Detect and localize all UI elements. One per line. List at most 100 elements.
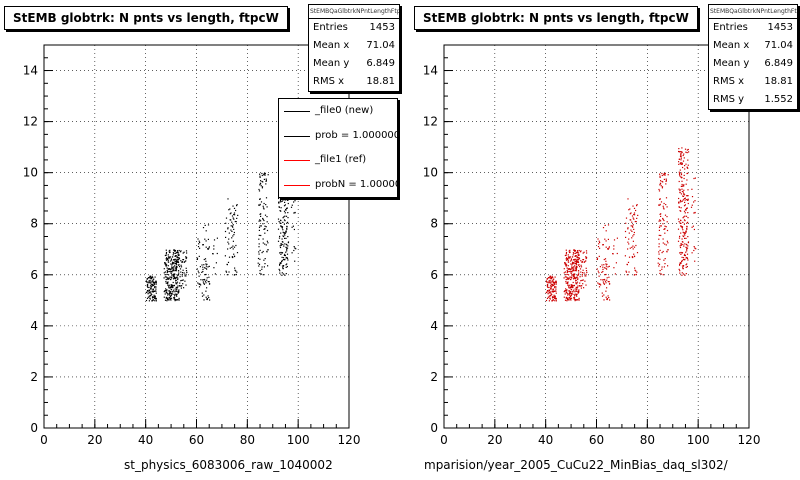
data-point <box>575 255 577 257</box>
data-point <box>281 226 284 228</box>
data-point <box>687 159 689 161</box>
data-point <box>565 264 567 266</box>
data-point <box>628 271 630 273</box>
data-point <box>149 278 151 280</box>
data-point <box>285 251 287 253</box>
data-point <box>284 274 286 276</box>
data-point <box>172 267 174 269</box>
data-point <box>608 276 610 278</box>
data-point <box>167 277 169 279</box>
data-point <box>180 260 182 262</box>
data-point <box>146 285 148 287</box>
data-point <box>566 300 568 302</box>
data-point <box>658 246 660 248</box>
data-point <box>605 265 607 267</box>
data-point <box>237 214 239 216</box>
data-point <box>681 188 683 190</box>
data-point <box>165 297 167 299</box>
data-point <box>201 271 203 273</box>
data-point <box>146 281 148 283</box>
data-point <box>286 256 288 259</box>
data-point <box>173 266 175 268</box>
data-point <box>202 268 204 270</box>
data-point <box>176 258 178 260</box>
data-point <box>570 263 572 265</box>
data-point <box>691 188 693 190</box>
data-point <box>682 231 684 233</box>
data-point <box>551 285 553 287</box>
data-point <box>683 193 685 195</box>
data-point <box>581 273 583 276</box>
data-point <box>264 232 266 234</box>
data-point <box>686 256 688 259</box>
data-point <box>170 258 172 260</box>
data-point <box>277 228 280 230</box>
data-point <box>571 266 573 268</box>
data-point <box>198 272 200 274</box>
data-point <box>258 243 260 245</box>
data-point <box>680 210 682 212</box>
y-tick-label: 14 <box>23 64 38 78</box>
data-point <box>547 284 549 287</box>
data-point <box>681 151 683 154</box>
left-x-axis-label: st_physics_6083006_raw_1040002 <box>124 458 333 472</box>
data-point <box>225 270 227 272</box>
data-point <box>227 227 229 229</box>
data-point <box>262 207 265 209</box>
data-point <box>231 237 233 239</box>
data-point <box>207 248 209 250</box>
data-point <box>679 272 681 274</box>
data-point <box>565 282 567 284</box>
data-point <box>163 272 165 274</box>
data-point <box>266 206 268 208</box>
data-point <box>568 286 570 288</box>
data-point <box>576 288 578 290</box>
data-point <box>173 275 175 277</box>
data-point <box>154 295 156 297</box>
data-point <box>554 295 556 297</box>
data-point <box>573 276 576 278</box>
data-point <box>184 261 186 263</box>
data-point <box>586 257 588 259</box>
data-point <box>262 217 264 220</box>
data-point <box>177 278 179 281</box>
data-point <box>174 249 176 252</box>
data-point <box>149 275 151 277</box>
data-point <box>178 258 181 260</box>
data-point <box>569 268 571 270</box>
data-point <box>680 154 682 156</box>
data-point <box>175 294 177 296</box>
data-point <box>293 246 295 248</box>
data-point <box>680 253 682 255</box>
data-point <box>574 288 576 290</box>
data-point <box>662 205 664 207</box>
data-point <box>263 173 265 175</box>
data-point <box>280 262 282 264</box>
data-point <box>185 267 187 269</box>
data-point <box>149 280 151 282</box>
data-point <box>180 280 182 282</box>
data-point <box>679 169 681 171</box>
data-point <box>176 277 178 279</box>
data-point <box>693 177 695 180</box>
data-point <box>150 288 152 290</box>
x-tick-label: 40 <box>138 433 153 447</box>
data-point <box>547 296 549 298</box>
data-point <box>168 290 170 292</box>
data-point <box>196 258 198 260</box>
data-point <box>577 252 580 254</box>
data-point <box>563 296 565 298</box>
data-point <box>174 297 176 299</box>
data-point <box>695 248 697 250</box>
data-point <box>580 250 582 252</box>
data-point <box>279 246 282 249</box>
data-point <box>693 228 695 231</box>
y-tick-label: 4 <box>30 319 38 333</box>
data-point <box>199 283 201 285</box>
data-point <box>283 254 285 256</box>
data-point <box>596 268 598 270</box>
data-point <box>667 265 669 267</box>
data-point <box>685 209 687 211</box>
data-point <box>203 258 205 261</box>
